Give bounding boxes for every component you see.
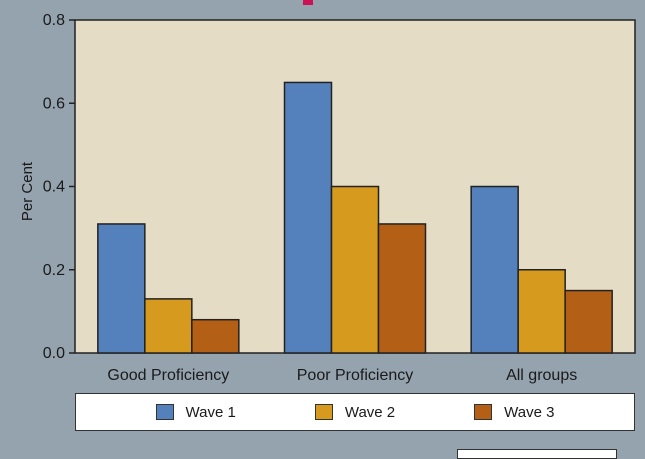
bar-2-series-3 xyxy=(377,223,427,354)
bar-3-series-1 xyxy=(470,185,519,354)
legend-label-wave-3: Wave 3 xyxy=(504,403,555,421)
bar-1-series-1 xyxy=(97,223,146,354)
y-tick-label-3: 0.6 xyxy=(43,95,65,112)
x-tick-label-3: All groups xyxy=(506,367,577,384)
bar-3-series-3 xyxy=(564,289,613,354)
legend-item-wave-3: Wave 3 xyxy=(474,404,554,421)
title-fragment-mark xyxy=(303,0,313,5)
legend-item-wave-1: Wave 1 xyxy=(155,403,236,421)
x-axis-labels: Good Proficiency Poor Proficiency All grou… xyxy=(107,367,577,384)
legend-swatch-wave-1 xyxy=(155,404,174,420)
legend-swatch-wave-2 xyxy=(314,404,333,420)
x-tick-label-2: Poor Proficiency xyxy=(297,367,414,384)
bar-1-series-2 xyxy=(144,298,193,354)
y-tick-label-1: 0.2 xyxy=(43,262,65,279)
bar-3-series-2 xyxy=(517,269,566,354)
y-tick-label-2: 0.4 xyxy=(43,179,65,196)
y-tick-label-4: 0.8 xyxy=(43,12,65,29)
bottom-box xyxy=(457,449,617,459)
bar-2-series-1 xyxy=(283,81,333,354)
legend: Wave 1 Wave 2 Wave 3 xyxy=(75,393,635,431)
bars-group xyxy=(97,81,613,354)
x-tick-label-1: Good Proficiency xyxy=(107,367,229,384)
legend-swatch-wave-3 xyxy=(474,404,493,420)
bar-2-series-2 xyxy=(330,185,380,354)
legend-item-wave-2: Wave 2 xyxy=(314,403,396,421)
y-tick-label-0: 0.0 xyxy=(43,345,65,362)
bar-1-series-3 xyxy=(191,318,240,354)
y-axis-title: Per Cent xyxy=(19,161,36,221)
y-axis: 0.0 0.2 0.4 0.6 0.8 xyxy=(43,12,75,362)
legend-label-wave-1: Wave 1 xyxy=(185,403,236,421)
legend-label-wave-2: Wave 2 xyxy=(344,403,396,421)
